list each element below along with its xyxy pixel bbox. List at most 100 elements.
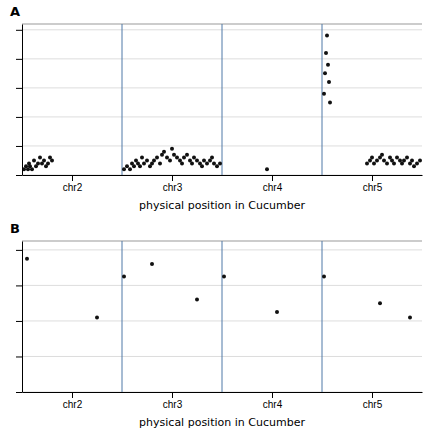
x-tick-mark <box>172 392 173 398</box>
point <box>325 34 329 38</box>
point <box>38 156 42 160</box>
point <box>185 153 189 157</box>
x-tick-mark <box>372 175 373 181</box>
point <box>142 161 146 165</box>
point <box>323 71 327 75</box>
point <box>122 275 126 279</box>
y-tick <box>16 59 22 60</box>
x-tick-label: chr3 <box>163 182 183 193</box>
y-tick-mark <box>16 285 22 286</box>
x-tick-mark <box>72 392 73 398</box>
point <box>380 153 384 157</box>
y-tick-mark <box>16 117 22 118</box>
y-tick-mark <box>16 175 22 176</box>
y-tick <box>16 146 22 147</box>
point <box>275 310 279 314</box>
y-axis-line <box>22 242 23 393</box>
point <box>212 161 216 165</box>
x-tick-label: chr3 <box>163 399 183 410</box>
chromosome-divider <box>122 24 123 175</box>
x-axis-line <box>23 392 423 393</box>
point <box>175 156 179 160</box>
x-tick-label: chr5 <box>363 182 383 193</box>
point <box>405 156 409 160</box>
x-tick: chr5 <box>363 392 383 410</box>
x-tick-mark <box>72 175 73 181</box>
y-axis <box>16 242 23 393</box>
x-tick-label: chr5 <box>363 399 383 410</box>
y-tick <box>16 88 22 89</box>
point <box>200 164 204 168</box>
panel-title: B <box>10 221 20 236</box>
point <box>125 164 129 168</box>
plot-area <box>25 241 412 392</box>
point <box>162 150 166 154</box>
point <box>202 158 206 162</box>
y-tick-mark <box>16 321 22 322</box>
point <box>322 275 326 279</box>
point <box>195 298 199 302</box>
point <box>168 158 172 162</box>
point <box>205 161 209 165</box>
point <box>370 156 374 160</box>
point <box>408 315 412 319</box>
x-tick-mark <box>372 392 373 398</box>
x-tick-label: chr4 <box>263 399 283 410</box>
y-tick-mark <box>16 250 22 251</box>
x-tick-mark <box>272 392 273 398</box>
x-tick-mark <box>272 175 273 181</box>
point <box>172 153 176 157</box>
point <box>95 315 99 319</box>
point <box>395 156 399 160</box>
chromosome-divider <box>222 24 223 175</box>
point <box>218 161 222 165</box>
point <box>392 161 396 165</box>
y-axis <box>16 25 23 176</box>
x-axis: chr2chr3chr4chr5 <box>23 175 423 193</box>
y-tick-mark <box>16 30 22 31</box>
point <box>122 167 126 171</box>
point <box>128 167 132 171</box>
y-tick <box>16 250 22 251</box>
y-tick <box>16 356 22 357</box>
x-tick-label: chr2 <box>63 399 83 410</box>
point <box>326 63 330 67</box>
point <box>195 158 199 162</box>
point <box>158 161 162 165</box>
point <box>365 161 369 165</box>
chromosome-divider <box>222 241 223 392</box>
point <box>138 164 142 168</box>
panel-title: A <box>10 4 20 19</box>
y-tick <box>16 30 22 31</box>
x-tick-mark <box>172 175 173 181</box>
x-axis-title: physical position in Cucumber <box>139 199 305 212</box>
point <box>50 158 54 162</box>
panel: chr2chr3chr4chr5 physical position in Cuc… <box>10 4 423 212</box>
y-tick-mark <box>16 392 22 393</box>
point <box>210 156 214 160</box>
point <box>25 257 29 261</box>
point <box>418 158 422 162</box>
point <box>150 262 154 266</box>
y-tick-mark <box>16 59 22 60</box>
y-tick <box>16 321 22 322</box>
point <box>140 156 144 160</box>
chromosome-divider <box>322 241 323 392</box>
y-tick <box>16 117 22 118</box>
x-tick: chr3 <box>163 392 183 410</box>
panel: chr2 chr3 chr4 chr5 physical position in Cuc… <box>10 221 423 429</box>
point <box>132 164 136 168</box>
point <box>375 158 379 162</box>
point <box>42 158 46 162</box>
point <box>190 161 194 165</box>
point <box>265 167 269 171</box>
x-axis: chr2 chr3 chr4 chr5 <box>23 392 423 410</box>
point <box>378 301 382 305</box>
chromosome-divider <box>122 241 123 392</box>
point <box>385 161 389 165</box>
point <box>412 164 416 168</box>
chromosome-divider <box>322 24 323 175</box>
x-axis-title: physical position in Cucumber <box>139 416 305 429</box>
point <box>192 156 196 160</box>
y-tick <box>16 392 22 393</box>
